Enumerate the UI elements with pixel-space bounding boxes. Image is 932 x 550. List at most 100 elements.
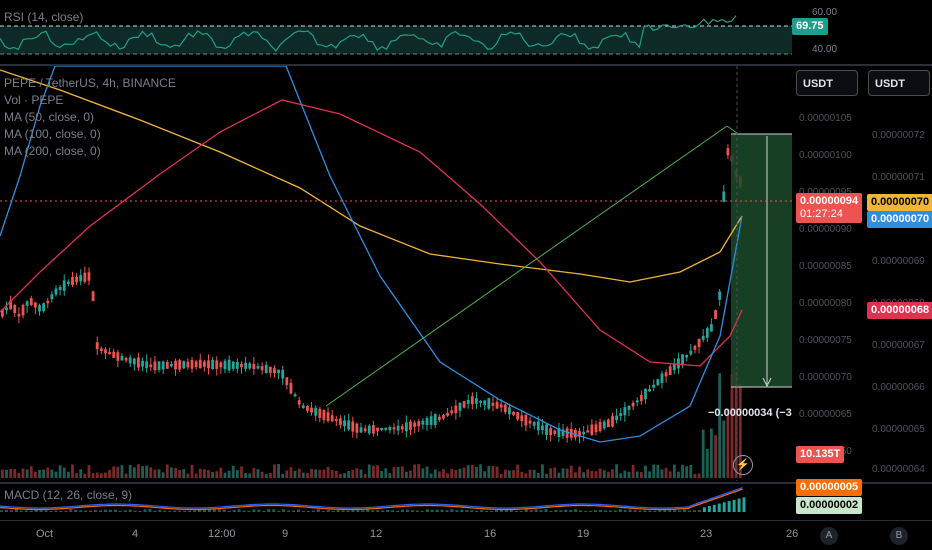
volume-bar xyxy=(260,471,264,478)
candle-body xyxy=(660,373,664,383)
volume-bar xyxy=(334,470,338,478)
candle-body xyxy=(454,405,458,414)
legend-ma-200: MA (200, close, 0) xyxy=(4,144,101,158)
legend-volume: Vol · PEPE xyxy=(4,93,64,107)
secondary-price-axis[interactable]: 0.00000072 0.00000071 0.00000070 0.00000069… xyxy=(866,66,932,481)
pane-divider-top[interactable] xyxy=(0,64,932,66)
volume-bar xyxy=(602,470,606,478)
candle-body xyxy=(235,362,239,369)
macd-histogram-bar xyxy=(638,510,642,512)
candle-body xyxy=(334,418,338,421)
macd-histogram-bar xyxy=(683,509,687,512)
volume-bar xyxy=(487,466,491,478)
candle-body xyxy=(182,361,186,369)
macd-histogram-bar xyxy=(742,497,746,512)
macd-histogram-bar xyxy=(217,509,221,512)
macd-histogram-bar xyxy=(688,510,692,512)
volume-bar xyxy=(170,467,173,478)
volume-bar xyxy=(264,473,268,478)
candle-body xyxy=(499,404,503,408)
volume-bar xyxy=(664,467,668,478)
volume-bar xyxy=(475,466,478,478)
macd-histogram-bar xyxy=(257,509,261,512)
pane-divider-bottom[interactable] xyxy=(0,482,932,484)
volume-bar xyxy=(198,468,202,478)
candle-body xyxy=(413,422,417,427)
macd-histogram-bar xyxy=(653,510,657,512)
unit-selector-left[interactable]: USDT xyxy=(796,70,858,96)
candle-body xyxy=(582,431,586,435)
volume-bar xyxy=(726,408,730,478)
price-axis-tick: 0.00000085 xyxy=(799,261,852,272)
unit-selector-right[interactable]: USDT xyxy=(868,70,930,96)
candle-body xyxy=(264,364,268,373)
macd-histogram-bar xyxy=(54,510,58,512)
macd-histogram-bar xyxy=(24,510,28,512)
macd-histogram-bar xyxy=(44,510,48,512)
candle-body xyxy=(359,427,363,433)
candle-body xyxy=(128,357,132,364)
macd-histogram-bar xyxy=(277,510,281,512)
candle-body xyxy=(442,415,445,419)
macd-histogram-bar xyxy=(123,510,127,512)
candle-body xyxy=(38,305,41,312)
macd-histogram-bar xyxy=(118,510,122,512)
macd-histogram-bar xyxy=(371,510,375,512)
macd-histogram-bar xyxy=(450,509,454,512)
auto-scale-button[interactable]: A xyxy=(820,527,838,545)
volume-bar xyxy=(520,471,524,478)
candles xyxy=(1,144,742,444)
candle-body xyxy=(598,422,602,431)
candle-body xyxy=(462,401,466,408)
candle-body xyxy=(672,363,676,371)
volume-bar xyxy=(508,470,511,478)
flash-icon[interactable]: ⚡ xyxy=(733,455,753,475)
volume-bar xyxy=(623,470,627,478)
volume-bar xyxy=(656,464,660,478)
volume-bar xyxy=(582,472,586,478)
price-axis[interactable]: 0.00000105 0.00000100 0.00000095 0.00000090… xyxy=(793,66,863,481)
volume-bar xyxy=(256,469,260,478)
candle-body xyxy=(483,400,487,405)
volume-bar xyxy=(83,473,87,478)
candle-body xyxy=(124,357,128,361)
volume-bar xyxy=(330,470,334,478)
candle-body xyxy=(512,411,515,415)
volume-bar xyxy=(409,470,412,478)
time-axis-label: 16 xyxy=(484,528,497,540)
volume-bar xyxy=(174,468,177,478)
trend-line[interactable] xyxy=(325,125,728,407)
log-scale-button[interactable]: B xyxy=(890,527,908,545)
candle-body xyxy=(594,424,598,432)
candle-body xyxy=(479,400,482,403)
time-axis[interactable]: Oct 4 12:00 9 12 16 19 23 26 xyxy=(0,528,798,544)
candle-body xyxy=(590,424,594,436)
macd-histogram-bar xyxy=(173,510,177,512)
candle-body xyxy=(619,413,623,417)
rsi-axis-40: 40.00 xyxy=(812,44,838,55)
candle-body xyxy=(194,361,198,368)
volume-bar xyxy=(343,473,346,478)
rsi-axis-60: 60.00 xyxy=(812,7,838,18)
candle-body xyxy=(705,328,709,338)
macd-histogram-bar xyxy=(351,509,355,512)
volume-bar xyxy=(376,465,379,478)
volume-bar xyxy=(248,473,252,478)
macd-histogram-bar xyxy=(183,510,187,512)
candle-body xyxy=(79,275,83,282)
candle-body xyxy=(297,400,301,405)
candle-body xyxy=(623,407,627,416)
candle-body xyxy=(491,402,495,406)
macd-histogram-bar xyxy=(485,510,489,512)
volume-bar xyxy=(590,470,594,478)
volume-bar xyxy=(62,467,66,478)
macd-histogram-bar xyxy=(331,510,335,512)
macd-histogram-bar xyxy=(668,509,672,512)
secondary-axis-tick: 0.00000072 xyxy=(872,130,925,141)
volume-bar xyxy=(314,469,318,478)
volume-bar xyxy=(532,469,536,478)
volume-bar xyxy=(545,473,548,478)
macd-histogram-bar xyxy=(455,510,459,512)
candle-body xyxy=(421,420,425,425)
volume-bar xyxy=(116,466,120,478)
